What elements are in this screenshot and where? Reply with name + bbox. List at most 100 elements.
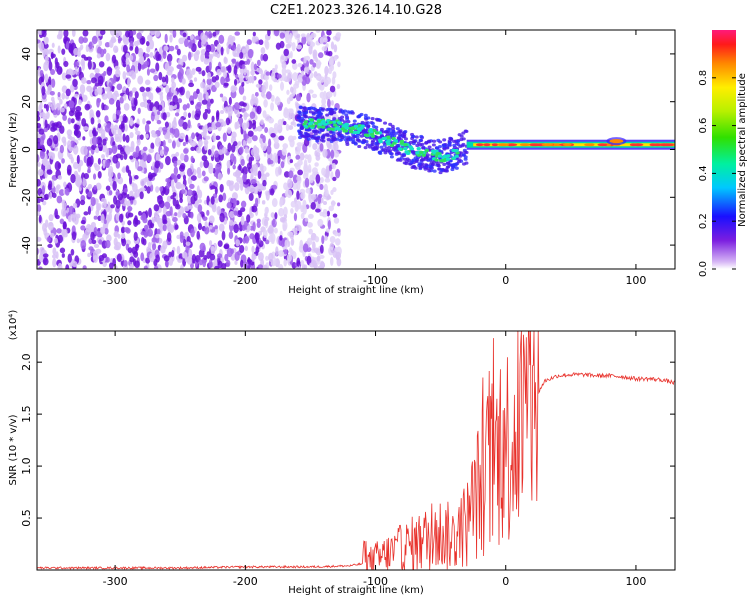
noise-cell <box>214 81 220 88</box>
noise-cell <box>133 97 138 106</box>
noise-cell <box>58 30 63 39</box>
noise-cell <box>246 258 252 263</box>
noise-cell <box>265 191 270 201</box>
noise-cell <box>168 66 174 73</box>
noise-cell <box>182 212 187 219</box>
noise-cell <box>247 130 254 137</box>
noise-cell <box>182 174 187 181</box>
trace-cell <box>342 135 347 139</box>
noise-cell <box>254 91 259 97</box>
trace-cell <box>444 169 449 173</box>
noise-cell <box>57 103 61 111</box>
trace-cell <box>326 138 331 142</box>
noise-cell <box>111 86 115 92</box>
noise-cell <box>145 133 149 139</box>
noise-cell <box>129 46 134 51</box>
noise-cell <box>333 56 338 61</box>
noise-cell <box>115 199 121 209</box>
noise-cell <box>168 104 174 112</box>
noise-cell <box>335 32 342 38</box>
noise-cell <box>97 123 102 129</box>
noise-cell <box>306 237 313 246</box>
noise-cell <box>288 112 295 119</box>
trace-cell <box>432 169 437 173</box>
noise-cell <box>146 186 151 194</box>
noise-cell <box>252 122 257 130</box>
noise-cell <box>304 217 309 222</box>
noise-cell <box>251 253 257 260</box>
noise-cell <box>240 215 245 226</box>
noise-cell <box>128 196 134 201</box>
noise-cell <box>201 36 207 45</box>
noise-cell <box>240 259 244 268</box>
noise-cell <box>65 88 71 97</box>
noise-cell <box>233 102 240 111</box>
noise-cell <box>309 262 316 268</box>
noise-cell <box>72 144 79 155</box>
noise-cell <box>54 147 59 152</box>
noise-cell <box>87 252 91 258</box>
noise-cell <box>242 166 248 176</box>
noise-cell <box>216 110 220 118</box>
noise-cell <box>123 259 128 267</box>
trace-cell <box>446 165 451 169</box>
noise-cell <box>260 47 266 55</box>
trace-cell <box>463 157 468 161</box>
noise-cell <box>111 38 117 43</box>
noise-cell <box>173 128 180 139</box>
noise-cell <box>233 223 239 234</box>
noise-cell <box>176 64 183 70</box>
trace-core <box>365 133 370 137</box>
noise-cell <box>59 218 65 225</box>
noise-cell <box>64 37 71 43</box>
noise-cell <box>277 155 281 165</box>
noise-cell <box>209 224 213 230</box>
noise-cell <box>250 61 255 72</box>
noise-cell <box>121 232 125 240</box>
noise-cell <box>176 173 181 180</box>
noise-cell <box>98 61 105 68</box>
trace-cell <box>402 132 407 137</box>
trace-cell <box>379 145 384 149</box>
noise-cell <box>150 130 156 135</box>
trace-core <box>435 151 440 156</box>
noise-cell <box>266 91 272 100</box>
trace-core <box>316 125 322 129</box>
trace-core <box>389 143 395 148</box>
noise-cell <box>44 55 49 63</box>
noise-cell <box>321 46 328 52</box>
noise-cell <box>264 127 269 134</box>
band-peak <box>662 143 674 147</box>
trace-cell <box>298 131 303 135</box>
colorbar-label: Normalized spectral amplitude <box>737 73 748 227</box>
noise-cell <box>174 224 179 230</box>
trace-cell <box>390 124 395 128</box>
noise-cell <box>202 130 207 138</box>
noise-cell <box>203 58 210 65</box>
noise-cell <box>51 42 55 48</box>
trace-core <box>368 129 374 134</box>
noise-cell <box>236 111 241 118</box>
noise-cell <box>44 73 49 83</box>
noise-cell <box>288 170 294 179</box>
trace-cell <box>414 159 419 164</box>
noise-cell <box>125 87 130 96</box>
noise-cell <box>303 264 308 269</box>
trace-cell <box>437 144 442 149</box>
spectrogram-ytick-label: 0 <box>20 146 33 153</box>
noise-cell <box>283 121 287 126</box>
noise-cell <box>180 153 185 161</box>
noise-cell <box>81 118 87 127</box>
noise-cell <box>113 231 119 238</box>
noise-cell <box>82 94 88 102</box>
noise-cell <box>111 54 117 64</box>
noise-cell <box>250 69 255 76</box>
noise-cell <box>240 158 245 167</box>
trace-core <box>320 120 325 124</box>
noise-cell <box>262 135 266 144</box>
noise-cell <box>188 248 193 259</box>
noise-cell <box>271 71 276 81</box>
noise-cell <box>317 81 322 88</box>
snr-ytick-label: 2.0 <box>20 353 33 371</box>
trace-cell <box>374 117 379 121</box>
